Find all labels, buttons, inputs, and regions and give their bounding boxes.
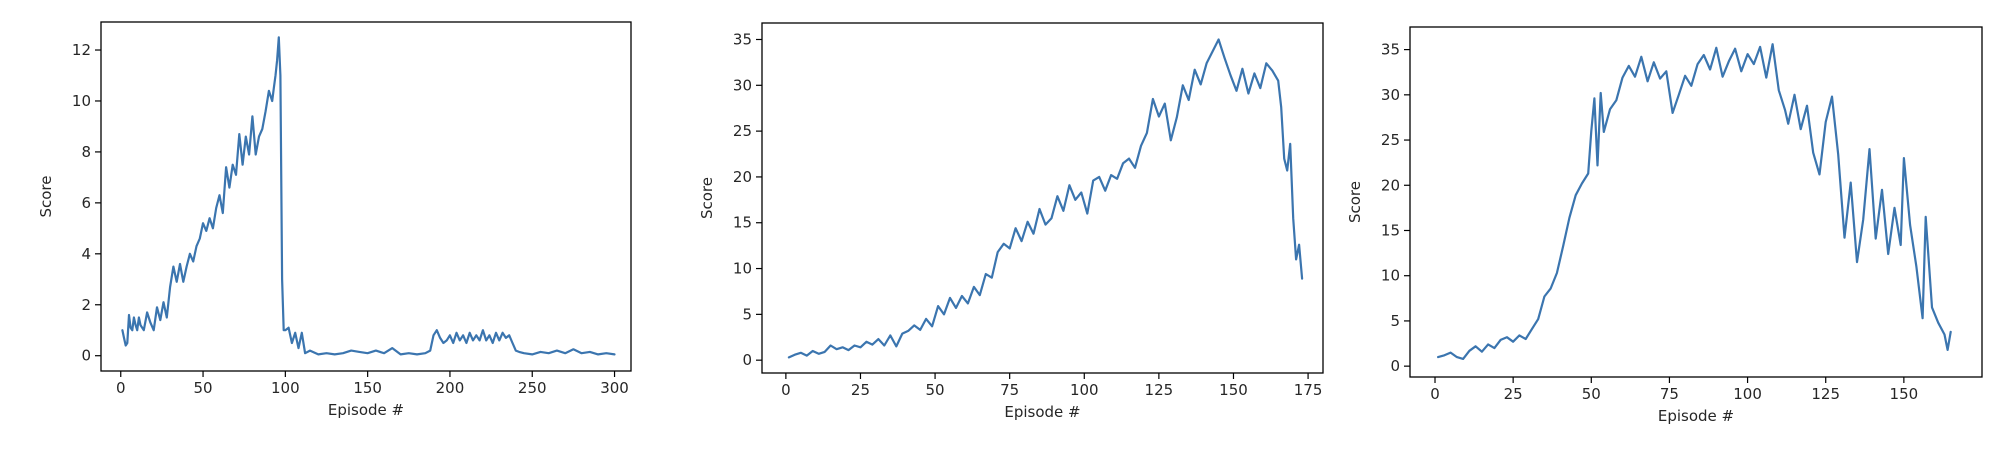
x-tick-label: 150: [1890, 385, 1919, 403]
x-tick-label: 25: [851, 381, 870, 399]
plot-frame: [100, 21, 632, 372]
x-axis-label: Episode #: [1658, 407, 1734, 425]
y-tick-label: 35: [1381, 41, 1400, 59]
plot-frame: [761, 22, 1324, 374]
y-tick-label: 8: [81, 143, 91, 161]
y-tick-label: 25: [1381, 131, 1400, 149]
series-line: [1437, 43, 1952, 360]
y-tick-label: 20: [1381, 176, 1400, 194]
y-tick-label: 10: [72, 92, 91, 110]
y-axis-label: Score: [1346, 181, 1364, 223]
x-axis-label: Episode #: [328, 401, 404, 419]
chart-panel-3: 0 25 50 75 100 125 150 0 5 10 15 20 25 30 35 Episode # S…: [1346, 26, 1983, 425]
x-tick-label: 100: [1733, 385, 1762, 403]
y-tick-label: 12: [72, 41, 91, 59]
y-tick-label: 35: [733, 30, 752, 48]
x-tick-label: 150: [1219, 381, 1248, 399]
x-tick-label: 125: [1145, 381, 1174, 399]
chart-panel-2: 0 25 50 75 100 125 150 175 0 5 10 15 20 25 30 35 Episode…: [698, 22, 1324, 421]
y-tick-label: 30: [1381, 86, 1400, 104]
y-tick-label: 5: [1390, 312, 1400, 330]
y-axis-label: Score: [698, 177, 716, 219]
y-tick-label: 0: [81, 347, 91, 365]
x-tick-label: 100: [1070, 381, 1099, 399]
x-tick-label: 125: [1811, 385, 1840, 403]
series-line: [121, 36, 616, 356]
x-tick-label: 100: [271, 379, 300, 397]
y-tick-label: 5: [742, 305, 752, 323]
y-tick-label: 20: [733, 168, 752, 186]
x-tick-label: 300: [600, 379, 629, 397]
x-tick-label: 75: [1000, 381, 1019, 399]
x-axis-label: Episode #: [1004, 403, 1080, 421]
x-tick-label: 0: [116, 379, 126, 397]
x-tick-label: 25: [1504, 385, 1523, 403]
y-tick-label: 30: [733, 76, 752, 94]
x-tick-label: 200: [436, 379, 465, 397]
y-tick-label: 2: [81, 296, 91, 314]
y-tick-label: 4: [81, 245, 91, 263]
x-tick-label: 50: [1582, 385, 1601, 403]
y-tick-label: 10: [733, 260, 752, 278]
y-tick-label: 15: [733, 214, 752, 232]
y-tick-label: 0: [1390, 357, 1400, 375]
series-line: [787, 38, 1304, 359]
x-tick-label: 50: [194, 379, 213, 397]
y-tick-label: 0: [742, 351, 752, 369]
chart-panel-1: 0 50 100 150 200 250 300 0 2 4 6 8 10 12 Episode # Scor…: [37, 21, 632, 419]
plot-frame: [1409, 26, 1983, 378]
y-tick-label: 10: [1381, 267, 1400, 285]
y-axis-label: Score: [37, 175, 55, 217]
y-tick-label: 6: [81, 194, 91, 212]
x-tick-label: 250: [518, 379, 547, 397]
x-tick-label: 150: [353, 379, 382, 397]
x-tick-label: 0: [1430, 385, 1440, 403]
x-tick-label: 175: [1294, 381, 1323, 399]
x-tick-label: 75: [1660, 385, 1679, 403]
y-tick-label: 25: [733, 122, 752, 140]
x-tick-label: 0: [781, 381, 791, 399]
x-tick-label: 50: [926, 381, 945, 399]
y-tick-label: 15: [1381, 221, 1400, 239]
